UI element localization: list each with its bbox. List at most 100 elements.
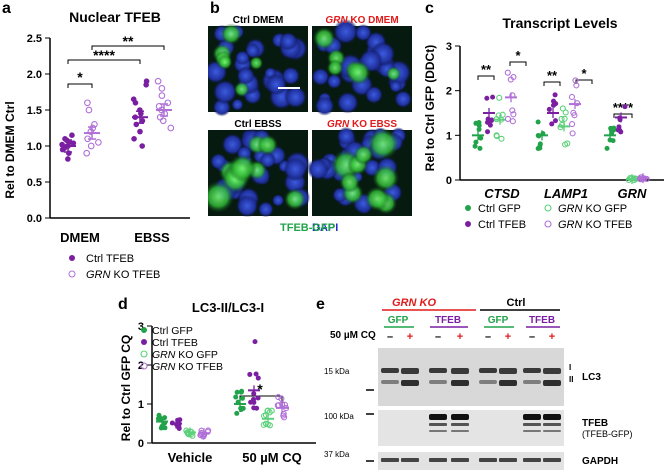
point bbox=[562, 109, 569, 116]
micrograph-tile: Ctrl DMEM bbox=[208, 15, 308, 117]
panel-e-blot: GRN KO Ctrl GFP TFEB GFP TFEB 50 µM CQ –… bbox=[324, 297, 633, 470]
lane-sign: + bbox=[549, 331, 555, 343]
legend-marker bbox=[141, 327, 147, 333]
legend-label: Ctrl TFEB bbox=[152, 337, 198, 349]
panel-a-xcat-ebss: EBSS bbox=[134, 230, 170, 245]
point bbox=[85, 106, 93, 114]
panel-a-significance: * **** ** bbox=[67, 33, 165, 88]
band-lc3-ii bbox=[543, 380, 561, 386]
point bbox=[162, 415, 168, 421]
point bbox=[622, 104, 628, 110]
legend-a-ctrl-marker bbox=[69, 255, 75, 261]
panel-d-points bbox=[155, 339, 290, 440]
point-outlier bbox=[252, 339, 258, 345]
sig-c-4: * bbox=[581, 66, 587, 81]
band-lc3-ii bbox=[499, 380, 517, 386]
point bbox=[84, 99, 91, 107]
lane-sign: + bbox=[407, 331, 413, 343]
point bbox=[552, 92, 558, 98]
lane-sign: – bbox=[435, 331, 441, 343]
band-gapdh bbox=[401, 458, 419, 462]
point bbox=[83, 149, 91, 157]
micrograph-label: GRN KO DMEM bbox=[325, 15, 398, 26]
point bbox=[616, 127, 622, 133]
micrograph-label: GRN KO EBSS bbox=[327, 119, 397, 130]
legend-marker bbox=[544, 204, 552, 212]
band-tfeb bbox=[523, 414, 541, 420]
point bbox=[604, 145, 610, 151]
legend-a-ctrl: Ctrl TFEB bbox=[86, 253, 134, 265]
panel-b-stain-dapi: DAPI bbox=[312, 222, 339, 234]
point bbox=[167, 124, 175, 132]
legend-label: Ctrl TFEB bbox=[478, 219, 526, 231]
legend-marker bbox=[465, 221, 471, 227]
mw-100: 100 kDa bbox=[324, 412, 354, 421]
panel-e-lane-signs: – + – + – + – + bbox=[387, 331, 555, 343]
sig-d-1: * bbox=[257, 381, 263, 397]
panel-c-yticks: 0 1 2 3 bbox=[446, 41, 460, 187]
point bbox=[248, 399, 254, 405]
legend-marker bbox=[465, 205, 471, 211]
legend-a-ko: GRN KO TFEB bbox=[86, 269, 160, 281]
point bbox=[255, 395, 261, 401]
panel-e-sub-gfp2: GFP bbox=[488, 315, 509, 326]
band-gapdh bbox=[479, 458, 497, 462]
panel-a-ytick: 1.0 bbox=[27, 141, 42, 153]
point bbox=[266, 422, 273, 429]
band-tfeb bbox=[429, 414, 447, 420]
point bbox=[159, 117, 167, 125]
point bbox=[137, 128, 143, 135]
point bbox=[484, 119, 490, 125]
panel-d-ytick: 0 bbox=[138, 438, 144, 450]
band-lc3-ii bbox=[451, 380, 469, 386]
point bbox=[507, 76, 514, 83]
point bbox=[485, 129, 491, 135]
band-gapdh bbox=[543, 458, 561, 462]
panel-d-xcat-vehicle: Vehicle bbox=[168, 450, 213, 465]
panel-b-stain-gfp-label: TFEB-GFP bbox=[280, 222, 335, 234]
point bbox=[154, 77, 162, 85]
panel-d-ytick: 3 bbox=[138, 321, 144, 333]
sig-a-1: * bbox=[77, 69, 83, 85]
band-label-gapdh: GAPDH bbox=[582, 456, 618, 467]
point bbox=[66, 150, 72, 156]
point bbox=[164, 99, 172, 107]
legend-label: GRN KO GFP bbox=[152, 349, 218, 361]
panel-e-sub-tfeb2: TFEB bbox=[529, 315, 555, 326]
band-tfeb bbox=[543, 414, 561, 420]
point bbox=[234, 389, 240, 395]
point bbox=[535, 119, 541, 125]
band-lc3-i bbox=[479, 368, 497, 373]
lane-sign: – bbox=[529, 331, 535, 343]
point bbox=[278, 395, 285, 402]
point bbox=[477, 145, 483, 151]
band-lc3-i bbox=[543, 368, 561, 374]
legend-marker bbox=[140, 362, 148, 370]
band-lc3-ii bbox=[381, 380, 399, 384]
panel-a-ylabel: Rel to DMEM Ctrl bbox=[3, 101, 17, 198]
blot-lc3 bbox=[378, 348, 564, 406]
point bbox=[87, 142, 95, 150]
point bbox=[275, 394, 282, 401]
point bbox=[264, 407, 271, 414]
point bbox=[490, 94, 496, 100]
panel-a-chart: Nuclear TFEB Rel to DMEM Ctrl 0.0 0.5 1.0 1… bbox=[3, 9, 190, 281]
sig-c-3: ** bbox=[547, 68, 558, 83]
band-gapdh bbox=[429, 458, 447, 462]
point bbox=[476, 122, 482, 128]
panel-letter-c: c bbox=[425, 0, 434, 17]
point bbox=[568, 93, 576, 101]
panel-a-ytick: 2.5 bbox=[27, 33, 42, 45]
panel-d-xcat-cq: 50 µM CQ bbox=[242, 450, 302, 465]
point bbox=[156, 113, 164, 121]
legend-marker bbox=[141, 339, 147, 345]
band-tfeb bbox=[451, 414, 469, 420]
panel-letter-d: d bbox=[118, 296, 128, 313]
legend-a-ko-marker bbox=[68, 270, 76, 278]
point bbox=[255, 375, 261, 381]
band-lc3-ii bbox=[523, 380, 541, 384]
panel-b-micrographs: Ctrl DMEM GRN KO DMEM Ctrl EBSS GRN KO EBSS… bbox=[208, 15, 413, 218]
band-lc3-i bbox=[401, 368, 419, 374]
lc3-mark-i: I bbox=[569, 363, 571, 372]
point bbox=[504, 69, 511, 76]
